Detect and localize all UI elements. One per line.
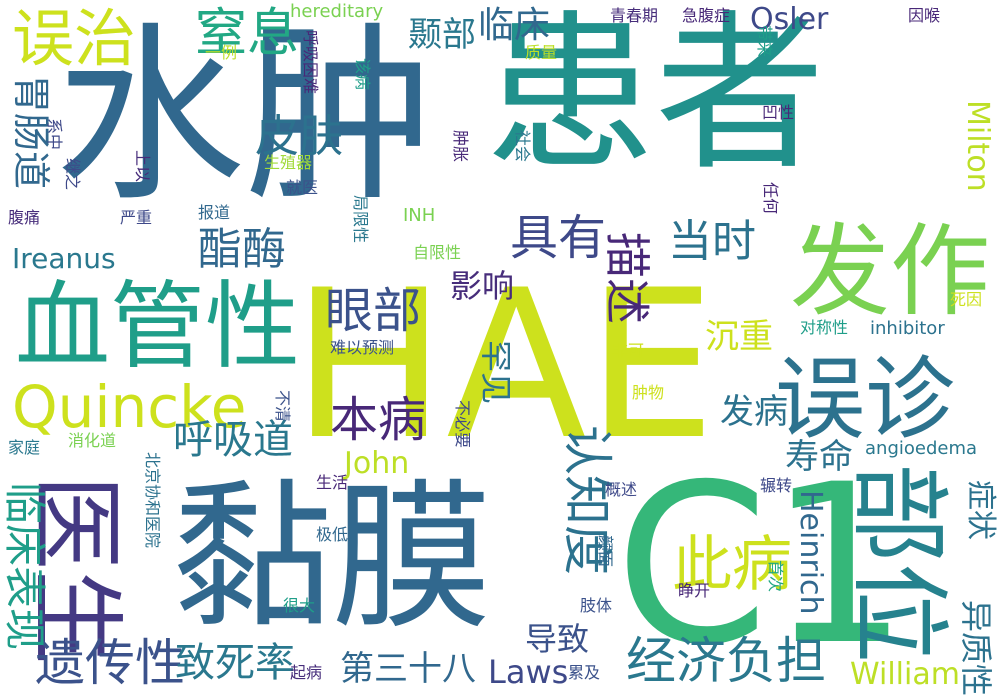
- word-henda: 很大: [283, 596, 316, 615]
- word-yizhixing: 异质性: [957, 600, 995, 697]
- word-jingjifudan: 经济负担: [626, 632, 826, 690]
- word-john: John: [344, 446, 410, 481]
- word-nianmo: 黏膜: [172, 464, 493, 651]
- word-buwei: 部位: [840, 463, 957, 663]
- word-wuzhi: 误治: [12, 2, 137, 75]
- word-qibing: 起病: [290, 663, 323, 682]
- word-renhe: 任何: [761, 182, 780, 215]
- word-juxianxing: 局限性: [351, 195, 370, 244]
- word-qingchunqi: 青春期: [610, 6, 659, 25]
- word-jifuzheng: 急腹症: [682, 6, 731, 25]
- word-cibing: 此病: [672, 530, 792, 600]
- word-dangshi: 当时: [668, 216, 756, 267]
- word-yingxiang: 影响: [450, 267, 515, 305]
- word-disanshiba: 第三十八: [340, 649, 476, 689]
- word-buqing: 不清: [273, 390, 292, 423]
- word-zhengkai: 睁开: [678, 581, 711, 600]
- word-siyin: 死因: [950, 290, 983, 309]
- word-angioedema: angioedema: [865, 438, 978, 459]
- word-nanyiyuce: 难以预测: [330, 338, 395, 357]
- word-beijingxiehe: 北京协和医院: [143, 452, 162, 549]
- word-xueguanxing: 血管性: [15, 272, 301, 382]
- word-leiji: 累及: [568, 663, 601, 682]
- word-laws: Laws: [488, 653, 569, 691]
- word-chenzhong: 沉重: [705, 317, 773, 357]
- word-inh: INH: [403, 205, 436, 226]
- word-feike: 非可: [612, 341, 645, 360]
- word-yili: 一例: [205, 43, 238, 62]
- word-zhimei: 酯酶: [198, 224, 286, 275]
- word-huxidao: 呼吸道: [173, 417, 293, 463]
- word-wuzhen: 误诊: [775, 347, 955, 452]
- word-gaishu: 概述: [605, 480, 638, 499]
- word-hae: HAE: [292, 247, 716, 485]
- word-shangyi: 上以: [133, 150, 152, 183]
- word-dailai: 带来: [755, 25, 774, 58]
- word-zhixi: 窒息: [195, 4, 300, 64]
- word-juyou: 具有: [510, 210, 607, 266]
- word-huxikunnan: 呼吸困难: [301, 30, 320, 95]
- word-yanbu: 眼部: [325, 283, 422, 339]
- word-jidi: 极低: [316, 525, 349, 544]
- word-fabing: 发病: [720, 392, 788, 432]
- word-xiaohuadao: 消化道: [68, 431, 117, 450]
- word-gaibing: 该病: [353, 58, 372, 91]
- word-shehui: 社会: [513, 130, 532, 163]
- word-jiating: 家庭: [8, 438, 41, 457]
- word-zhengzhuang: 症状: [963, 480, 998, 540]
- word-quincke: Quincke: [12, 373, 247, 441]
- word-zixianxing: 自限性: [413, 243, 462, 262]
- word-osler: Osler: [750, 2, 829, 37]
- word-shouming: 寿命: [785, 437, 853, 477]
- word-futong: 腹痛: [8, 208, 41, 227]
- word-yinhou: 因喉: [908, 6, 941, 25]
- word-zhongwu: 肿物: [632, 383, 665, 402]
- word-benbing: 本病: [330, 392, 427, 448]
- word-linchuang: 临床: [478, 5, 551, 46]
- word-bubiyao: 不必要: [453, 400, 472, 449]
- word-yanmian: 颜面: [596, 535, 615, 568]
- word-shengzhiqi: 生殖器: [264, 153, 313, 172]
- word-baodao: 报道: [198, 203, 231, 222]
- word-huanzhe: 患者: [485, 0, 826, 194]
- word-daozhi: 导致: [525, 620, 590, 658]
- word-shenghuo: 生活: [316, 473, 349, 492]
- word-heinrich: Heinrich: [793, 490, 828, 615]
- word-hereditary: hereditary: [290, 1, 384, 22]
- word-fazuo: 发作: [790, 213, 990, 330]
- word-zhisilv: 致死率: [175, 640, 295, 686]
- word-shuizhong: 水肿: [55, 6, 436, 227]
- word-jizhi: 继之: [63, 158, 82, 191]
- word-aoxing: 凹性: [762, 103, 795, 122]
- word-milton: Milton: [960, 100, 995, 192]
- word-hanjian: 罕见: [477, 340, 515, 405]
- word-pifu: 皮肤: [255, 111, 343, 162]
- word-zhiti: 肢体: [580, 596, 613, 615]
- word-ireanus: Ireanus: [12, 242, 116, 275]
- word-niebu: 颞部: [408, 15, 476, 55]
- word-zhanzhuan: 辗转: [760, 476, 793, 495]
- word-shouci: 首次: [766, 560, 785, 593]
- word-xizhong: 系中: [45, 118, 64, 151]
- word-william: William: [850, 657, 960, 692]
- word-miaoshu: 描述: [600, 232, 654, 324]
- word-duichenxing: 对称性: [800, 318, 849, 337]
- word-zhiliang: 质量: [525, 43, 558, 62]
- word-yichuanxing: 遗传性: [35, 634, 185, 692]
- word-yanzhong: 严重: [120, 208, 153, 227]
- word-inhibitor: inhibitor: [870, 318, 945, 339]
- word-linchuangbiaoxian: 临床表现: [0, 482, 49, 651]
- word-zhongzhang: 肿胀: [451, 130, 470, 163]
- word-c1: C1: [615, 437, 909, 693]
- word-jiuyi: 就医: [286, 178, 319, 197]
